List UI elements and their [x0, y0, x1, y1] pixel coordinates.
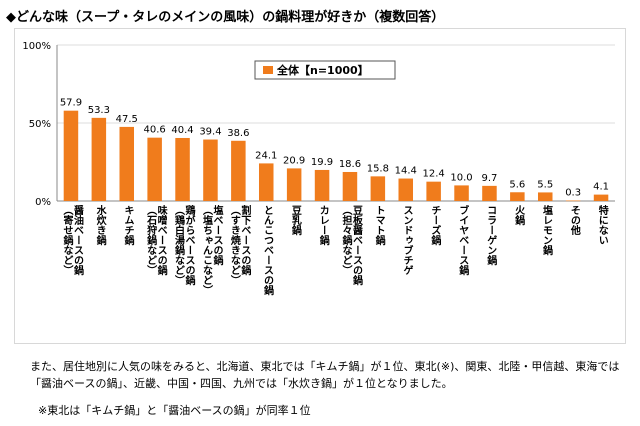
bar	[119, 126, 135, 201]
bar	[203, 139, 218, 201]
category-label: カレー鍋	[317, 205, 329, 245]
category-label: 豆板醤ベースの鍋 （担々鍋など）	[339, 205, 362, 285]
data-label: 18.6	[339, 159, 361, 170]
bar	[147, 137, 162, 201]
legend-box	[254, 60, 396, 80]
category-label-text: ブイヤベース鍋	[456, 205, 468, 275]
category-label-text: 豆板醤ベースの鍋 （担々鍋など）	[339, 205, 362, 285]
category-label: 塩ベースの鍋 （塩ちゃんこなど）	[200, 205, 222, 295]
category-label: 割下ベースの鍋 （すき焼きなど）	[228, 205, 250, 285]
data-label: 5.5	[537, 179, 553, 190]
category-label-text: その他	[568, 205, 580, 235]
y-tick-label: 100%	[22, 41, 51, 52]
category-label-text: 塩レモン鍋	[540, 205, 552, 255]
data-label: 14.4	[395, 166, 417, 177]
bar	[454, 185, 469, 201]
category-label: ブイヤベース鍋	[456, 205, 468, 275]
bar	[91, 117, 107, 201]
category-label-text: 鶏がらベースの鍋 （鶏白湯鍋など）	[172, 205, 195, 285]
bar	[342, 171, 358, 201]
category-label: 鶏がらベースの鍋 （鶏白湯鍋など）	[172, 205, 195, 285]
chart-area: 0% 50% 100% 57.9 醤油ベースの鍋 （寄せ鍋など） 53.3 水炊き鍋 47.5…	[14, 28, 626, 344]
data-label: 47.5	[116, 114, 138, 125]
category-label-text: トマト鍋	[373, 205, 385, 245]
data-label: 4.1	[593, 182, 609, 193]
y-tick-label: 50%	[29, 119, 51, 130]
data-label: 40.6	[144, 125, 166, 136]
data-label: 12.4	[423, 169, 445, 180]
bar	[565, 200, 581, 202]
data-label: 40.4	[171, 125, 193, 136]
data-label: 10.0	[450, 172, 472, 183]
bar	[482, 185, 497, 201]
category-label: スンドゥブチゲ	[401, 205, 412, 275]
y-tick-label: 0%	[35, 197, 51, 208]
category-label: 味噌ベースの鍋 （石狩鍋など）	[144, 205, 167, 275]
data-label: 38.6	[227, 128, 249, 139]
category-label: 塩レモン鍋	[540, 205, 552, 255]
bar	[258, 163, 274, 201]
data-label: 57.9	[60, 98, 82, 109]
data-label: 20.9	[283, 155, 305, 166]
data-label: 19.9	[311, 157, 333, 168]
data-label: 0.3	[565, 188, 581, 199]
category-label-text: 味噌ベースの鍋 （石狩鍋など）	[144, 205, 167, 275]
category-label-text: チーズ鍋	[428, 205, 440, 245]
bar	[537, 192, 553, 201]
bar	[231, 140, 246, 201]
category-label: その他	[568, 205, 580, 235]
category-label: キムチ鍋	[122, 205, 133, 245]
bar	[63, 110, 79, 201]
category-label-text: 豆乳鍋	[289, 205, 301, 235]
bar	[398, 178, 414, 201]
bar	[593, 194, 609, 201]
bar	[314, 169, 330, 201]
category-label-text: とんこつベースの鍋	[261, 205, 273, 295]
note-paragraph: また、居住地別に人気の味をみると、北海道、東北では「キムチ鍋」が１位、東北(※)…	[30, 360, 620, 390]
category-label-text: 塩ベースの鍋 （塩ちゃんこなど）	[200, 205, 222, 295]
category-label-text: スンドゥブチゲ	[401, 205, 412, 275]
category-label: 醤油ベースの鍋 （寄せ鍋など）	[60, 205, 83, 275]
category-label-text: カレー鍋	[317, 205, 329, 245]
category-label-text: 火鍋	[512, 205, 524, 225]
data-label: 24.1	[255, 150, 277, 161]
bar	[286, 168, 302, 201]
bar	[175, 137, 190, 201]
bar	[426, 181, 441, 201]
data-label: 9.7	[481, 173, 497, 184]
category-label: トマト鍋	[373, 205, 385, 245]
category-label-text: 醤油ベースの鍋 （寄せ鍋など）	[60, 205, 83, 275]
bar	[370, 176, 386, 201]
bar	[510, 192, 525, 201]
category-label: とんこつベースの鍋	[261, 205, 273, 295]
data-label: 15.8	[367, 163, 389, 174]
category-label: 特にない	[596, 205, 608, 245]
category-label-text: キムチ鍋	[122, 205, 133, 245]
data-label: 39.4	[199, 127, 221, 138]
category-label-text: 割下ベースの鍋 （すき焼きなど）	[228, 205, 250, 285]
bar-chart: 0% 50% 100% 57.9 醤油ベースの鍋 （寄せ鍋など） 53.3 水炊き鍋 47.5…	[22, 41, 615, 295]
data-label: 53.3	[88, 105, 110, 116]
category-label-text: コラーゲン鍋	[484, 205, 496, 265]
legend-label: 全体【n=1000】	[276, 63, 369, 77]
chart-title: ◆どんな味（スープ・タレのメインの風味）の鍋料理が好きか（複数回答）	[6, 10, 445, 25]
category-label: コラーゲン鍋	[484, 205, 496, 265]
category-label: 火鍋	[512, 205, 524, 225]
legend-swatch	[263, 66, 273, 74]
category-label: チーズ鍋	[428, 205, 440, 245]
category-label: 豆乳鍋	[289, 205, 301, 235]
category-label-text: 水炊き鍋	[94, 205, 106, 245]
data-label: 5.6	[509, 179, 525, 190]
note-footnote: ※東北は「キムチ鍋」と「醤油ベースの鍋」が同率１位	[38, 404, 311, 417]
category-label-text: 特にない	[596, 205, 608, 245]
category-label: 水炊き鍋	[94, 205, 106, 245]
